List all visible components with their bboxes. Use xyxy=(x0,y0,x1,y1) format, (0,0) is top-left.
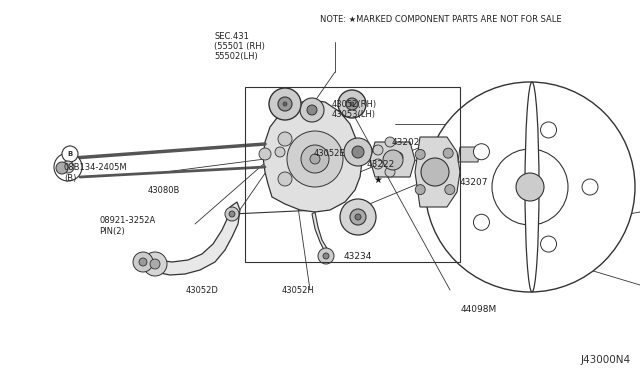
Circle shape xyxy=(474,214,490,230)
Circle shape xyxy=(318,248,334,264)
Circle shape xyxy=(338,90,366,118)
Circle shape xyxy=(385,137,395,147)
Circle shape xyxy=(474,144,490,160)
Circle shape xyxy=(62,146,78,162)
Circle shape xyxy=(269,88,301,120)
Circle shape xyxy=(340,199,376,235)
Circle shape xyxy=(373,159,383,169)
Circle shape xyxy=(301,145,329,173)
Circle shape xyxy=(278,172,292,186)
Text: B: B xyxy=(67,151,72,157)
Circle shape xyxy=(415,150,425,159)
Circle shape xyxy=(229,211,235,217)
Text: 43234: 43234 xyxy=(344,252,372,261)
Circle shape xyxy=(283,102,287,106)
Circle shape xyxy=(133,252,153,272)
Circle shape xyxy=(425,82,635,292)
Circle shape xyxy=(56,162,68,174)
Circle shape xyxy=(287,131,343,187)
Circle shape xyxy=(323,253,329,259)
Circle shape xyxy=(300,98,324,122)
Circle shape xyxy=(385,167,395,177)
Circle shape xyxy=(421,158,449,186)
Polygon shape xyxy=(458,147,480,162)
Circle shape xyxy=(445,185,455,195)
Circle shape xyxy=(443,148,453,158)
Circle shape xyxy=(415,185,425,195)
Text: 43052(RH)
43053(LH): 43052(RH) 43053(LH) xyxy=(332,100,377,119)
Circle shape xyxy=(54,153,82,181)
Circle shape xyxy=(355,214,361,220)
Circle shape xyxy=(350,209,366,225)
Circle shape xyxy=(346,98,358,110)
Polygon shape xyxy=(312,212,332,259)
Circle shape xyxy=(225,207,239,221)
Circle shape xyxy=(344,138,372,166)
Bar xyxy=(245,87,460,262)
Polygon shape xyxy=(263,100,362,212)
Text: 43080B: 43080B xyxy=(147,186,180,195)
Polygon shape xyxy=(370,142,415,177)
Text: J43000N4: J43000N4 xyxy=(580,355,630,365)
Circle shape xyxy=(373,145,383,155)
Circle shape xyxy=(383,150,403,170)
Circle shape xyxy=(275,147,285,157)
Circle shape xyxy=(62,161,74,173)
Text: 43207: 43207 xyxy=(460,178,488,187)
Text: ★: ★ xyxy=(373,176,382,185)
Circle shape xyxy=(492,149,568,225)
Circle shape xyxy=(582,179,598,195)
Text: 44098M: 44098M xyxy=(461,305,497,314)
Circle shape xyxy=(259,148,271,160)
Text: 08921-3252A
PIN(2): 08921-3252A PIN(2) xyxy=(99,216,156,235)
Text: 43052H: 43052H xyxy=(282,286,314,295)
Text: 43052D: 43052D xyxy=(186,286,218,295)
Circle shape xyxy=(139,258,147,266)
Text: NOTE: ★MARKED COMPONENT PARTS ARE NOT FOR SALE: NOTE: ★MARKED COMPONENT PARTS ARE NOT FO… xyxy=(320,15,562,24)
Polygon shape xyxy=(415,137,460,207)
Text: 43052E: 43052E xyxy=(314,149,345,158)
Circle shape xyxy=(278,97,292,111)
Circle shape xyxy=(516,173,544,201)
Text: 43202: 43202 xyxy=(392,138,420,147)
Circle shape xyxy=(541,236,557,252)
Ellipse shape xyxy=(525,82,539,292)
Text: 43222: 43222 xyxy=(367,160,395,169)
Circle shape xyxy=(350,102,354,106)
Circle shape xyxy=(310,154,320,164)
Text: 08B134-2405M
(B): 08B134-2405M (B) xyxy=(64,163,127,183)
Circle shape xyxy=(352,146,364,158)
Circle shape xyxy=(307,105,317,115)
Circle shape xyxy=(150,259,160,269)
Text: SEC.431
(55501 (RH)
55502(LH): SEC.431 (55501 (RH) 55502(LH) xyxy=(214,32,265,61)
Circle shape xyxy=(278,132,292,146)
Circle shape xyxy=(393,152,403,162)
Circle shape xyxy=(143,252,167,276)
Polygon shape xyxy=(142,202,240,275)
Circle shape xyxy=(541,122,557,138)
